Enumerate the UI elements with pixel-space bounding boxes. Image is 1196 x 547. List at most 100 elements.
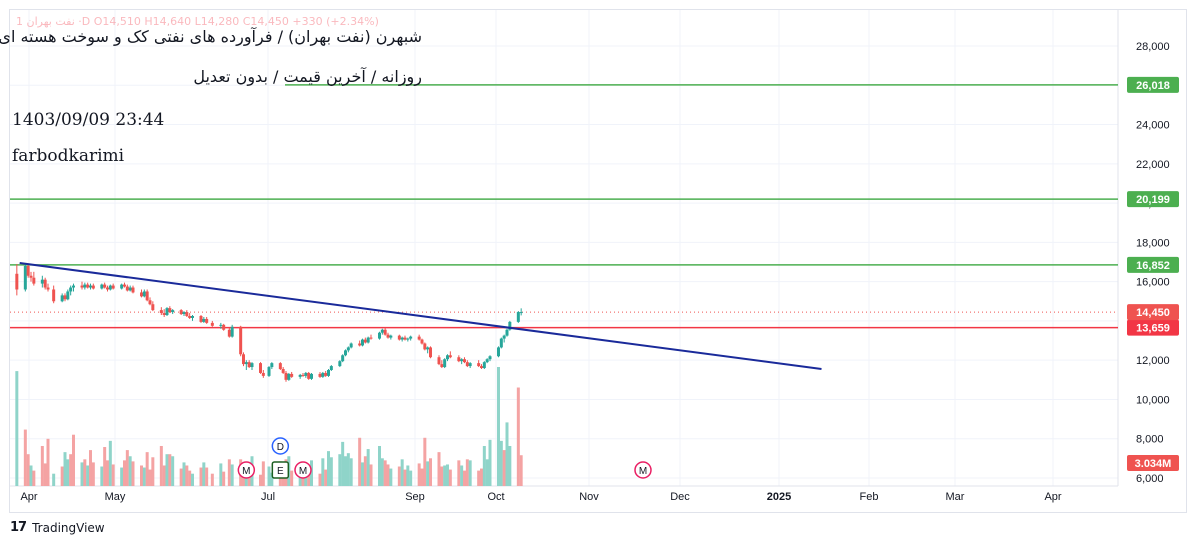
y-tick-label: 10,000: [1136, 394, 1170, 406]
marker-letter: M: [242, 466, 250, 477]
y-tick-label: 28,000: [1136, 41, 1170, 53]
volume-bar: [417, 463, 421, 486]
candle-body: [148, 300, 152, 305]
x-tick-label: Nov: [579, 491, 599, 503]
candle-body: [465, 362, 469, 367]
volume-bar: [32, 470, 36, 486]
volume-bar: [23, 429, 27, 486]
candle-body: [426, 347, 430, 350]
candle-body: [499, 338, 503, 348]
volume-bar: [219, 463, 223, 486]
volume-bar: [142, 467, 146, 486]
volume-label: 3.034M: [1135, 458, 1172, 470]
volume-bar: [397, 466, 401, 486]
volume-bar: [100, 466, 104, 486]
candle-body: [103, 284, 107, 288]
candle-body: [281, 369, 285, 373]
candle-body: [91, 285, 95, 289]
volume-bar: [420, 468, 424, 486]
candle-body: [168, 308, 172, 313]
volume-bar: [106, 460, 109, 486]
volume-bar: [519, 455, 523, 486]
candle-body: [383, 329, 387, 335]
level-price-label: 16,852: [1136, 260, 1170, 272]
volume-bar: [89, 450, 92, 486]
candle-body: [80, 285, 84, 288]
candle-body: [369, 337, 373, 339]
volume-bar: [108, 440, 112, 486]
candle-body: [267, 367, 271, 376]
candle-body: [162, 313, 166, 316]
volume-bar: [205, 467, 209, 486]
dividend-marker-icon: [271, 437, 290, 455]
volume-bar: [429, 458, 432, 486]
candle-body: [23, 265, 27, 290]
volume-bar: [338, 454, 342, 486]
volume-bar: [437, 452, 441, 486]
volume-bar: [80, 462, 84, 486]
volume-bar: [349, 458, 353, 486]
candle-body: [159, 310, 163, 314]
volume-bar: [361, 462, 364, 486]
x-tick-label: Feb: [860, 491, 879, 503]
volume-bar: [40, 445, 44, 486]
candle-body: [26, 265, 30, 276]
candle-body: [329, 366, 333, 370]
candle-body: [250, 363, 254, 368]
candle-body: [278, 363, 282, 370]
chart-pane[interactable]: [9, 9, 1187, 513]
volume-bar: [60, 466, 64, 486]
volume-bar: [52, 473, 56, 486]
volume-bar: [26, 454, 30, 486]
candle-body: [69, 287, 73, 292]
volume-bar: [321, 458, 325, 486]
level-price-tag: [1127, 256, 1179, 273]
volume-bar: [508, 445, 512, 486]
volume-bar: [72, 434, 75, 486]
level-price-tag: [1127, 319, 1179, 336]
volume-bar: [162, 465, 166, 486]
volume-bar: [448, 469, 452, 486]
candle-body: [321, 372, 325, 377]
candle-body: [247, 362, 251, 368]
tradingview-logo-icon: 17: [10, 520, 27, 535]
marker-letter: D: [277, 442, 284, 453]
volume-bar: [281, 472, 285, 486]
candle-body: [100, 284, 104, 289]
candle-body: [519, 312, 523, 314]
volume-bar: [261, 461, 265, 486]
level-price-label: 20,199: [1136, 194, 1170, 206]
volume-bar: [363, 456, 367, 486]
volume-bar: [151, 457, 155, 486]
candle-body: [199, 316, 203, 322]
volume-bar: [460, 465, 464, 486]
candle-body: [29, 275, 33, 278]
candle-body: [307, 372, 311, 379]
candle-body: [120, 284, 124, 289]
candle-body: [400, 337, 404, 340]
y-tick-label: 24,000: [1136, 120, 1170, 132]
volume-bar: [259, 474, 262, 486]
volume-bar: [140, 465, 143, 486]
candle-body: [202, 318, 206, 322]
candle-body: [188, 316, 192, 318]
brand-label[interactable]: TradingView: [32, 520, 105, 535]
candle-body: [32, 277, 36, 284]
candle-body: [290, 373, 294, 377]
level-price-tag: [1127, 191, 1179, 208]
candle-body: [440, 364, 444, 368]
marker-letter: M: [639, 466, 647, 477]
volume-bar: [369, 464, 373, 486]
x-tick-label: Apr: [1044, 491, 1061, 503]
volume-bar: [502, 450, 506, 486]
candle-body: [480, 366, 483, 369]
candle-body: [497, 347, 500, 357]
candle-body: [443, 359, 447, 368]
candle-body: [318, 373, 322, 377]
volume-bar: [307, 472, 311, 486]
candle-body: [389, 335, 393, 338]
candle-body: [111, 285, 115, 289]
volume-bar: [111, 464, 115, 486]
x-tick-label: Mar: [946, 491, 965, 503]
